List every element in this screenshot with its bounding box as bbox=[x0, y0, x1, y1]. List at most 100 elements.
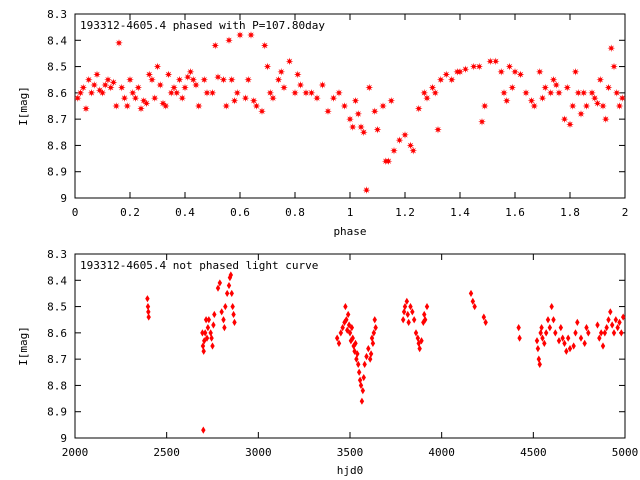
top-ytick-label: 8.8 bbox=[47, 139, 67, 152]
bottom-data-point bbox=[586, 329, 591, 337]
top-data-point bbox=[194, 102, 203, 110]
top-data-point bbox=[414, 104, 423, 113]
top-data-point bbox=[148, 75, 156, 84]
bottom-ytick-label: 8.7 bbox=[47, 353, 67, 366]
top-data-point bbox=[436, 75, 445, 84]
top-data-point bbox=[296, 81, 305, 89]
top-data-point bbox=[560, 115, 569, 123]
bottom-data-point bbox=[410, 308, 415, 316]
top-data-point bbox=[596, 75, 605, 84]
top-data-point bbox=[497, 68, 506, 76]
bottom-data-point bbox=[404, 297, 410, 305]
bottom-data-point bbox=[219, 308, 224, 316]
bottom-xtick-label: 3500 bbox=[337, 446, 364, 459]
top-data-point bbox=[189, 75, 198, 84]
bottom-data-point bbox=[357, 376, 363, 384]
top-data-point bbox=[274, 75, 283, 84]
top-data-point bbox=[211, 41, 220, 50]
bottom-data-point bbox=[422, 310, 427, 319]
top-data-point bbox=[555, 89, 563, 97]
bottom-data-point bbox=[364, 352, 369, 361]
bottom-data-point bbox=[405, 310, 410, 319]
top-data-point bbox=[98, 89, 107, 97]
bottom-data-point bbox=[342, 318, 347, 326]
bottom-data-point bbox=[481, 313, 487, 321]
bottom-data-point bbox=[353, 339, 358, 347]
top-data-point bbox=[423, 94, 431, 102]
top-data-point bbox=[582, 102, 591, 110]
bottom-data-point bbox=[360, 387, 366, 395]
top-data-point bbox=[76, 89, 85, 97]
bottom-data-point bbox=[602, 329, 608, 337]
top-data-point bbox=[203, 89, 211, 97]
top-data-point bbox=[123, 102, 132, 110]
top-data-point bbox=[236, 31, 244, 39]
top-data-point bbox=[131, 94, 140, 102]
bottom-data-point bbox=[354, 355, 359, 363]
top-data-point bbox=[175, 75, 184, 84]
top-data-point bbox=[106, 83, 115, 92]
bottom-data-point bbox=[609, 321, 615, 329]
bottom-data-point bbox=[406, 318, 411, 326]
bottom-data-point bbox=[206, 316, 212, 324]
top-data-point bbox=[599, 102, 607, 110]
bottom-data-point bbox=[582, 339, 587, 347]
bottom-data-point bbox=[343, 302, 348, 311]
bottom-data-point bbox=[417, 345, 422, 353]
top-data-point bbox=[447, 75, 456, 84]
bottom-data-point bbox=[223, 302, 228, 311]
top-data-point bbox=[461, 65, 470, 73]
top-data-point bbox=[475, 62, 484, 71]
top-data-point bbox=[93, 70, 101, 79]
top-data-point bbox=[409, 146, 418, 155]
bottom-data-point bbox=[416, 339, 421, 347]
top-data-point bbox=[172, 89, 181, 97]
bottom-data-point bbox=[362, 360, 367, 368]
bottom-data-point bbox=[347, 329, 353, 337]
top-data-point bbox=[230, 96, 239, 105]
top-data-point bbox=[549, 75, 558, 84]
bottom-data-point bbox=[222, 324, 227, 332]
top-data-point bbox=[134, 83, 143, 92]
top-data-point bbox=[610, 62, 618, 71]
bottom-data-point bbox=[336, 339, 342, 347]
top-data-point bbox=[612, 89, 621, 97]
bottom-data-point bbox=[567, 345, 573, 353]
top-data-point bbox=[527, 96, 536, 105]
top-data-point bbox=[593, 99, 602, 108]
top-data-point bbox=[192, 81, 200, 89]
top-data-point bbox=[142, 99, 151, 108]
bottom-data-point bbox=[229, 289, 234, 298]
bottom-data-point bbox=[411, 316, 417, 324]
bottom-data-point bbox=[422, 316, 428, 324]
top-data-point bbox=[478, 117, 486, 126]
top-data-point bbox=[164, 70, 173, 79]
top-data-point bbox=[502, 96, 511, 105]
top-data-point bbox=[302, 89, 310, 97]
bottom-ytick-label: 9 bbox=[60, 432, 67, 445]
bottom-data-point bbox=[575, 318, 580, 326]
top-data-point bbox=[615, 102, 624, 110]
top-chart-panel: 193312-4605.4 phased with P=107.80day ph… bbox=[17, 8, 628, 238]
bottom-data-point bbox=[517, 334, 522, 342]
bottom-data-point bbox=[369, 334, 375, 342]
bottom-data-point bbox=[373, 324, 378, 332]
bottom-data-point bbox=[611, 329, 617, 337]
top-data-point bbox=[260, 41, 269, 50]
top-data-point bbox=[225, 36, 233, 45]
top-ytick-label: 9 bbox=[60, 192, 67, 205]
bottom-chart-title: 193312-4605.4 not phased light curve bbox=[80, 259, 318, 272]
bottom-ytick-label: 8.8 bbox=[47, 379, 67, 392]
top-data-point bbox=[428, 83, 437, 92]
bottom-data-point bbox=[419, 337, 424, 345]
top-data-point bbox=[480, 102, 489, 110]
top-data-point bbox=[511, 68, 519, 76]
bottom-data-point bbox=[408, 302, 413, 311]
top-data-point bbox=[126, 75, 134, 84]
bottom-data-point bbox=[413, 329, 419, 337]
bottom-data-point bbox=[560, 334, 565, 342]
bottom-chart-xlabel: hjd0 bbox=[337, 464, 364, 477]
bottom-ytick-label: 8.4 bbox=[47, 274, 67, 287]
top-data-point bbox=[219, 75, 228, 84]
top-data-point bbox=[574, 89, 583, 97]
